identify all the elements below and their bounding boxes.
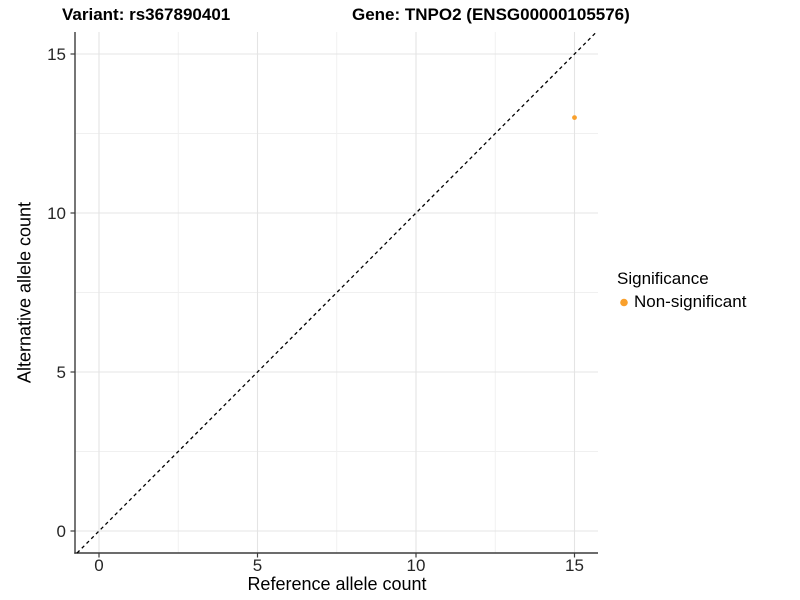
identity-line [76, 31, 597, 554]
y-axis-title: Alternative allele count [14, 201, 35, 384]
legend-item-non-significant: Non-significant [616, 292, 746, 312]
y-tick-label: 5 [57, 363, 66, 382]
legend: Significance Non-significant [616, 269, 746, 312]
grid-minor [75, 32, 598, 553]
x-tick-label: 10 [407, 556, 426, 575]
legend-item-label: Non-significant [634, 292, 747, 311]
data-point [572, 115, 577, 120]
x-tick-label: 15 [565, 556, 584, 575]
y-tick-label: 10 [47, 204, 66, 223]
y-tick-label: 0 [57, 522, 66, 541]
legend-title: Significance [617, 269, 709, 288]
tick-marks [70, 53, 576, 558]
legend-key-dot-icon [620, 298, 628, 307]
x-axis-title: Reference allele count [247, 574, 427, 594]
gene-title: Gene: TNPO2 (ENSG00000105576) [352, 5, 630, 24]
y-tick-label: 15 [47, 45, 66, 64]
x-tick-label: 0 [94, 556, 103, 575]
axis-lines [74, 32, 598, 554]
variant-title: Variant: rs367890401 [62, 5, 231, 24]
x-tick-label: 5 [253, 556, 262, 575]
